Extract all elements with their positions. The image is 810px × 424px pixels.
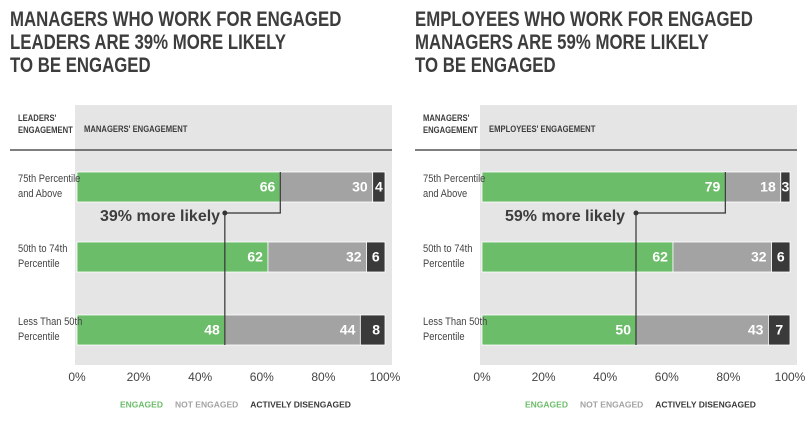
x-tick-label: 40% [188,370,212,384]
value-label: 8 [372,322,380,338]
value-label: 32 [751,249,767,265]
bar-segment [76,171,281,203]
value-label: 48 [204,322,220,338]
category-label: 75th Percentile and Above [423,173,486,200]
x-tick-label: 0% [68,370,86,384]
legend-label: ACTIVELY DISENGAGED [250,399,351,409]
bar-segment [672,241,772,273]
bar-segment [481,314,637,346]
value-label: 6 [372,249,380,265]
value-label: 6 [777,249,785,265]
row-header: MANAGERS' ENGAGEMENT [423,113,478,135]
value-label: 18 [760,179,776,195]
column-header: MANAGERS' ENGAGEMENT [84,124,188,134]
x-tick-label: 60% [250,370,274,384]
value-label: 4 [375,179,383,195]
column-header: EMPLOYEES' ENGAGEMENT [489,124,596,134]
chart-title: EMPLOYEES WHO WORK FOR ENGAGED MANAGERS … [415,8,753,77]
x-tick-label: 80% [311,370,335,384]
bar-segment [359,314,386,346]
bar-segment [372,171,386,203]
bar-segment [771,241,791,273]
bar-segment [76,314,226,346]
value-label: 62 [652,249,668,265]
category-label: 50th to 74th Percentile [18,243,68,270]
category-label: 75th Percentile and Above [18,173,81,200]
legend-label: ENGAGED [525,399,568,409]
value-label: 66 [260,179,276,195]
connector [224,172,281,345]
value-label: 62 [247,249,263,265]
chart-title: MANAGERS WHO WORK FOR ENGAGED LEADERS AR… [10,8,342,77]
x-tick-label: 0% [473,370,491,384]
value-label: 50 [615,322,631,338]
legend-label: NOT ENGAGED [175,399,238,409]
bar-segment [76,241,269,273]
x-tick-label: 40% [593,370,617,384]
value-label: 3 [781,179,789,195]
value-label: 7 [775,322,783,338]
bar-segment [366,241,386,273]
x-tick-label: 80% [716,370,740,384]
legend-label: ACTIVELY DISENGAGED [655,399,756,409]
value-label: 43 [748,322,764,338]
category-label: Less Than 50th Percentile [423,316,488,343]
bar-segment [768,314,791,346]
x-tick-label: 60% [655,370,679,384]
legend-label: NOT ENGAGED [580,399,643,409]
connector [635,172,726,345]
value-label: 44 [340,322,356,338]
value-label: 79 [705,179,721,195]
connector-dot [222,210,228,216]
bar-segment [481,171,726,203]
x-tick-label: 100% [370,370,401,384]
x-tick-label: 20% [532,370,556,384]
bar-segment [780,171,791,203]
value-label: 32 [346,249,362,265]
value-label: 30 [352,179,368,195]
x-tick-label: 20% [127,370,151,384]
annotation: 59% more likely [505,208,625,225]
category-label: 50th to 74th Percentile [423,243,473,270]
category-label: Less Than 50th Percentile [18,316,83,343]
bar-segment [724,171,782,203]
row-header: LEADERS' ENGAGEMENT [18,113,73,135]
connector-dot [633,210,639,216]
bar-segment [481,241,674,273]
annotation: 39% more likely [100,208,220,225]
x-tick-label: 100% [775,370,806,384]
bar-segment [224,314,361,346]
legend-label: ENGAGED [120,399,163,409]
